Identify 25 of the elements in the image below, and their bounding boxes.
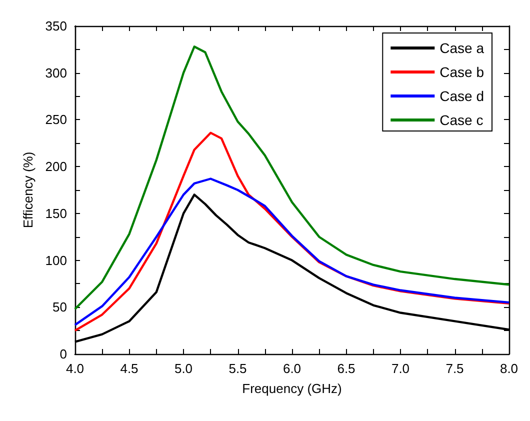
x-tick-label: 5.0 xyxy=(174,361,193,376)
line-series xyxy=(74,178,510,326)
y-tick-label: 50 xyxy=(52,300,67,315)
x-tick-label: 6.5 xyxy=(337,361,356,376)
y-axis-title: Efficency (%) xyxy=(20,152,36,228)
y-tick-label: 100 xyxy=(45,252,67,268)
line-series xyxy=(74,132,510,332)
y-tick-label: 300 xyxy=(45,65,67,80)
x-tick-label: 7.0 xyxy=(391,361,410,376)
y-tick-label: 0 xyxy=(60,346,67,362)
y-tick-label: 150 xyxy=(45,206,67,221)
legend-label: Case b xyxy=(440,64,484,80)
x-tick-label: 4.5 xyxy=(120,361,138,376)
y-tick-label: 350 xyxy=(45,18,67,34)
legend-label: Case a xyxy=(440,40,484,56)
x-tick-label: 4.0 xyxy=(66,361,84,376)
y-tick-label: 250 xyxy=(45,112,67,128)
legend-label: Case c xyxy=(440,112,484,128)
legend-label: Case d xyxy=(440,88,484,104)
x-axis-title: Frequency (GHz) xyxy=(242,381,342,396)
x-tick-label: 6.0 xyxy=(282,361,302,376)
y-tick-label: 200 xyxy=(45,159,67,174)
x-tick-label: 8.0 xyxy=(500,361,518,376)
x-tick-label: 5.5 xyxy=(228,361,247,376)
x-tick-label: 7.5 xyxy=(446,361,464,376)
